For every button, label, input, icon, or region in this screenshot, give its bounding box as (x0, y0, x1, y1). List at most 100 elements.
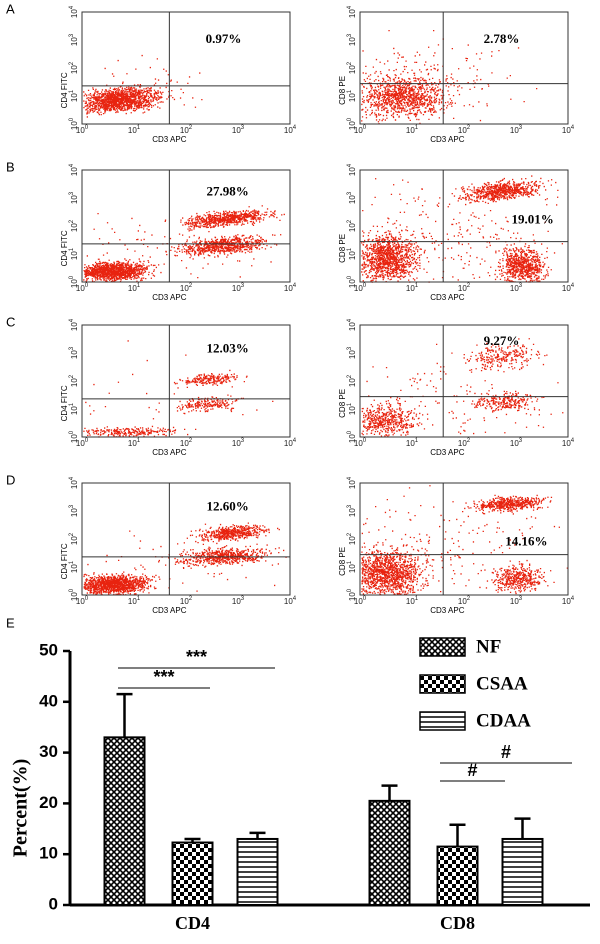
tick-base: 10 (510, 597, 519, 606)
y-tick-label: 101 (69, 402, 80, 415)
tick-base: 10 (128, 439, 137, 448)
tick-base: 10 (70, 279, 79, 288)
x-tick-label: 101 (128, 438, 141, 449)
percent-label: 2.78% (484, 31, 520, 46)
x-tick-label: 104 (562, 596, 575, 607)
tick-base: 10 (70, 121, 79, 130)
tick-base: 10 (232, 126, 241, 135)
tick-exponent: 1 (415, 283, 419, 289)
tick-exponent: 4 (571, 125, 575, 131)
tick-exponent: 1 (69, 89, 75, 93)
tick-base: 10 (180, 284, 189, 293)
tick-base: 10 (70, 93, 79, 102)
tick-exponent: 3 (519, 125, 523, 131)
tick-base: 10 (458, 597, 467, 606)
y-tick-label: 103 (347, 346, 358, 359)
y-tick-label: 104 (69, 476, 80, 489)
plot-frame (81, 482, 291, 596)
y-tick-label: 101 (347, 560, 358, 573)
y-tick-label: 104 (347, 163, 358, 176)
tick-exponent: 2 (467, 283, 471, 289)
tick-exponent: 0 (69, 430, 75, 434)
tick-base: 10 (348, 322, 357, 331)
tick-base: 10 (406, 284, 415, 293)
error-bar (449, 823, 466, 847)
y-tick-label: 30 (39, 742, 58, 761)
panel-label: C (6, 314, 15, 329)
significance-label: # (501, 742, 511, 762)
y-tick-label: 102 (69, 374, 80, 387)
tick-exponent: 1 (69, 560, 75, 564)
y-tick-label: 103 (347, 191, 358, 204)
y-axis-label: CD8 PE (338, 76, 347, 105)
tick-base: 10 (348, 592, 357, 601)
bar (368, 799, 411, 906)
tick-exponent: 3 (347, 33, 353, 37)
x-tick-label: 103 (232, 283, 245, 294)
tick-base: 10 (458, 439, 467, 448)
event-dots (83, 54, 203, 118)
y-tick-label: 102 (69, 532, 80, 545)
x-tick-label: 103 (510, 438, 523, 449)
legend-label: NF (476, 636, 501, 657)
x-tick-label: 104 (284, 596, 297, 607)
tick-base: 10 (354, 284, 363, 293)
y-tick-label: 100 (69, 117, 80, 130)
y-tick-label: 104 (69, 5, 80, 18)
tick-base: 10 (562, 439, 571, 448)
tick-base: 10 (76, 597, 85, 606)
tick-exponent: 2 (69, 61, 75, 65)
tick-exponent: 2 (347, 61, 353, 65)
x-tick-label: 101 (406, 438, 419, 449)
tick-base: 10 (284, 439, 293, 448)
legend-swatch (419, 674, 466, 694)
x-tick-label: 101 (406, 125, 419, 136)
x-tick-label: 102 (458, 283, 471, 294)
tick-base: 10 (348, 195, 357, 204)
tick-base: 10 (70, 223, 79, 232)
plot-frame (359, 482, 569, 596)
bar (236, 837, 279, 907)
tick-base: 10 (284, 597, 293, 606)
x-tick-label: 104 (284, 283, 297, 294)
tick-exponent: 0 (69, 275, 75, 279)
x-tick-label: 102 (458, 596, 471, 607)
tick-base: 10 (180, 126, 189, 135)
x-axis-label: CD3 APC (430, 293, 464, 302)
x-tick-label: 103 (510, 125, 523, 136)
tick-exponent: 4 (69, 476, 75, 480)
event-dots (361, 175, 563, 283)
tick-exponent: 0 (347, 588, 353, 592)
x-tick-label: 104 (284, 438, 297, 449)
tick-exponent: 4 (347, 163, 353, 167)
y-tick-label: 100 (69, 588, 80, 601)
x-tick-label: 101 (406, 596, 419, 607)
x-tick-label: 101 (128, 283, 141, 294)
y-tick-label: 102 (347, 61, 358, 74)
tick-exponent: 4 (69, 163, 75, 167)
y-tick-label: 103 (69, 33, 80, 46)
x-axis-label: CD3 APC (152, 135, 186, 144)
y-tick-label: 103 (69, 191, 80, 204)
bar (436, 845, 479, 907)
tick-base: 10 (406, 597, 415, 606)
tick-exponent: 1 (415, 438, 419, 444)
tick-base: 10 (348, 406, 357, 415)
y-tick-label: 100 (347, 588, 358, 601)
tick-base: 10 (70, 37, 79, 46)
x-tick-label: 104 (284, 125, 297, 136)
x-axis-label: CD3 APC (430, 448, 464, 457)
tick-base: 10 (348, 65, 357, 74)
tick-exponent: 0 (347, 430, 353, 434)
tick-exponent: 1 (415, 125, 419, 131)
percent-label: 12.03% (206, 341, 248, 356)
tick-base: 10 (348, 37, 357, 46)
tick-exponent: 3 (241, 283, 245, 289)
tick-base: 10 (70, 322, 79, 331)
tick-exponent: 1 (137, 283, 141, 289)
y-tick-label: 101 (347, 402, 358, 415)
panel-label: E (6, 615, 15, 630)
error-bar (184, 837, 201, 843)
significance-label: *** (186, 647, 207, 667)
